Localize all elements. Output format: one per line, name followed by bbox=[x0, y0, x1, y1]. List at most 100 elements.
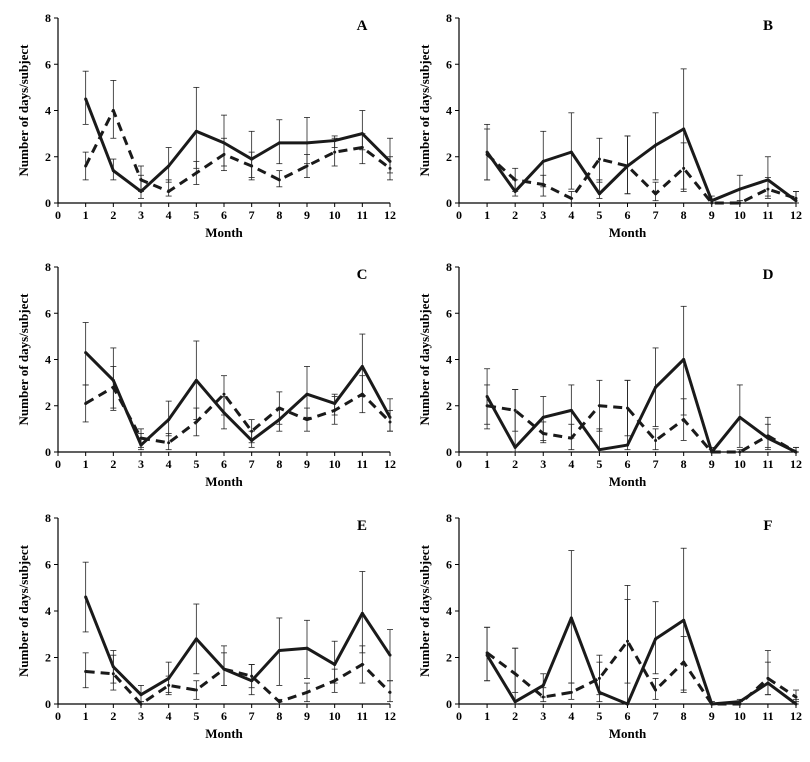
y-tick-label: 6 bbox=[45, 306, 51, 320]
data-point bbox=[682, 618, 686, 622]
data-point bbox=[682, 127, 686, 131]
x-axis-label: Month bbox=[609, 474, 647, 489]
x-tick-label: 3 bbox=[540, 709, 546, 723]
x-tick-label: 10 bbox=[734, 208, 746, 222]
data-point bbox=[513, 672, 517, 676]
data-point bbox=[569, 616, 573, 620]
x-tick-label: 12 bbox=[384, 709, 396, 723]
y-tick-label: 2 bbox=[446, 150, 452, 164]
data-point bbox=[738, 450, 742, 454]
data-point bbox=[794, 196, 798, 200]
data-point bbox=[794, 702, 798, 706]
data-point bbox=[485, 152, 489, 156]
data-point bbox=[569, 436, 573, 440]
data-point bbox=[167, 683, 171, 687]
data-point bbox=[360, 364, 364, 368]
y-tick-label: 4 bbox=[446, 104, 452, 118]
data-point bbox=[597, 448, 601, 452]
y-axis-label: Number of days/subject bbox=[417, 544, 432, 677]
data-point bbox=[766, 676, 770, 680]
x-tick-label: 5 bbox=[193, 709, 199, 723]
panel-letter: C bbox=[357, 267, 368, 283]
y-tick-label: 8 bbox=[45, 511, 51, 525]
series-line-dashed bbox=[486, 404, 797, 454]
data-point bbox=[541, 183, 545, 186]
data-point bbox=[654, 688, 658, 692]
data-point bbox=[541, 159, 545, 163]
x-tick-label: 0 bbox=[55, 457, 61, 471]
x-tick-label: 8 bbox=[276, 709, 282, 723]
data-point bbox=[111, 385, 115, 389]
data-point bbox=[167, 164, 171, 168]
data-point bbox=[738, 187, 742, 191]
data-point bbox=[682, 166, 686, 170]
y-tick-label: 0 bbox=[45, 445, 51, 459]
x-tick-label: 2 bbox=[512, 457, 518, 471]
data-point bbox=[360, 662, 364, 666]
data-point bbox=[111, 109, 115, 112]
y-tick-label: 8 bbox=[45, 260, 51, 274]
data-point bbox=[541, 432, 545, 435]
x-tick-label: 3 bbox=[138, 208, 144, 222]
series-dashed bbox=[484, 379, 799, 454]
data-point bbox=[305, 690, 309, 694]
y-tick-label: 8 bbox=[446, 11, 452, 25]
data-point bbox=[277, 406, 281, 410]
data-point bbox=[333, 150, 337, 154]
x-tick-label: 8 bbox=[681, 709, 687, 723]
y-tick-label: 0 bbox=[446, 445, 452, 459]
y-tick-label: 4 bbox=[446, 353, 452, 367]
x-tick-label: 9 bbox=[709, 457, 715, 471]
data-point bbox=[222, 392, 226, 396]
data-point bbox=[84, 401, 88, 405]
y-tick-label: 0 bbox=[446, 196, 452, 210]
data-point bbox=[277, 700, 281, 704]
series-solid bbox=[82, 70, 393, 199]
x-tick-label: 0 bbox=[456, 457, 462, 471]
x-tick-label: 7 bbox=[653, 208, 659, 222]
data-point bbox=[654, 637, 658, 641]
data-point bbox=[388, 420, 392, 424]
x-tick-label: 1 bbox=[83, 457, 89, 471]
data-point bbox=[167, 441, 171, 445]
data-point bbox=[597, 676, 601, 680]
y-tick-label: 2 bbox=[446, 651, 452, 665]
data-point bbox=[541, 415, 545, 419]
data-point bbox=[626, 406, 629, 410]
y-axis-label: Number of days/subject bbox=[417, 44, 432, 177]
series-line-dashed bbox=[84, 109, 391, 193]
y-tick-label: 0 bbox=[446, 697, 452, 711]
data-point bbox=[194, 420, 198, 424]
x-tick-label: 5 bbox=[596, 208, 602, 222]
x-tick-label: 3 bbox=[540, 208, 546, 222]
data-point bbox=[513, 408, 517, 412]
x-tick-label: 5 bbox=[596, 709, 602, 723]
x-tick-label: 7 bbox=[249, 208, 255, 222]
y-tick-label: 2 bbox=[45, 399, 51, 413]
x-tick-label: 10 bbox=[329, 208, 341, 222]
y-tick-label: 6 bbox=[45, 558, 51, 572]
x-tick-label: 1 bbox=[484, 208, 490, 222]
x-tick-label: 9 bbox=[709, 208, 715, 222]
panel-letter: A bbox=[357, 18, 368, 34]
x-tick-label: 7 bbox=[653, 709, 659, 723]
data-point bbox=[569, 196, 573, 200]
data-point bbox=[682, 358, 686, 361]
x-tick-label: 11 bbox=[762, 208, 773, 222]
x-tick-label: 6 bbox=[625, 709, 631, 723]
y-tick-label: 6 bbox=[446, 306, 452, 320]
data-point bbox=[738, 201, 742, 205]
x-axis-label: Month bbox=[609, 225, 647, 240]
series-line-solid bbox=[84, 98, 392, 193]
data-point bbox=[654, 385, 658, 389]
panel-letter: B bbox=[763, 18, 773, 34]
y-axis-label: Number of days/subject bbox=[16, 44, 31, 177]
x-tick-label: 4 bbox=[568, 457, 574, 471]
x-tick-label: 12 bbox=[790, 457, 802, 471]
data-point bbox=[682, 418, 686, 422]
x-tick-label: 11 bbox=[357, 457, 368, 471]
x-tick-label: 12 bbox=[384, 457, 396, 471]
